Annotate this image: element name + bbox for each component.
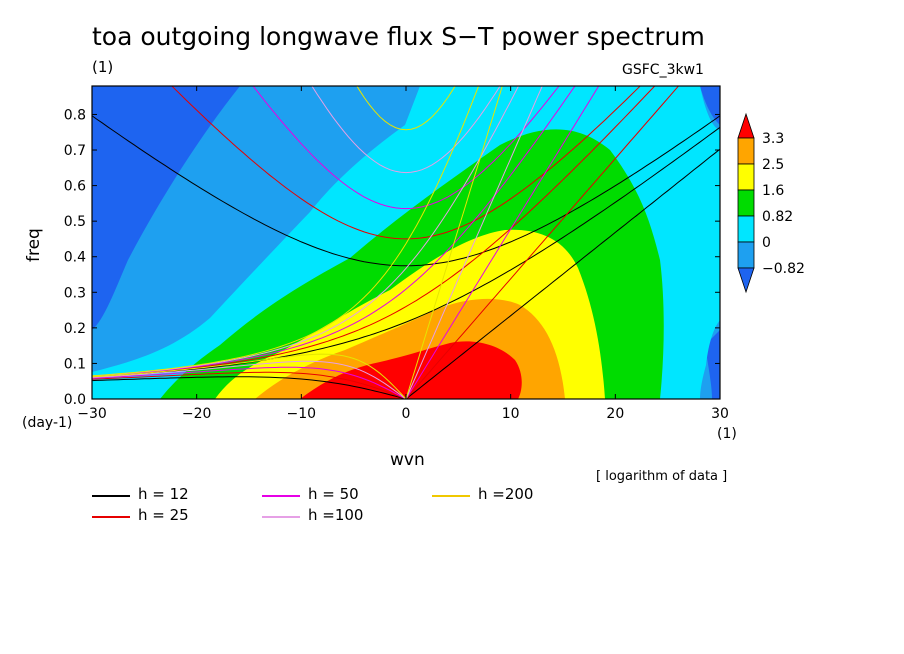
colorbar-segment xyxy=(737,215,755,243)
y-tick-label: 0.6 xyxy=(64,179,86,195)
contour-level-0 xyxy=(700,86,720,125)
axis-layer: −30 −20 −10 0 10 20 30 0.0 0.1 0.2 0.3 0.4 0.5 0.6 0.7… xyxy=(64,86,729,422)
dispersion-curve-mrg-h100 xyxy=(92,86,520,377)
colorbar: 3.3 2.5 1.6 0.82 0 −0.82 xyxy=(737,112,805,294)
contour-level-6 xyxy=(300,341,522,399)
dispersion-curve-mrg-h12 xyxy=(92,126,720,378)
dispersion-curve-rossby-h12 xyxy=(92,376,407,399)
x-tick-label: 20 xyxy=(606,406,624,422)
dispersion-curve-rossby-h50 xyxy=(92,366,407,399)
dispersion-curve-mrg-h200 xyxy=(92,86,480,377)
legend-item-h12: h = 12 xyxy=(92,485,232,505)
dispersion-curve-inertia-gravity-h50 xyxy=(252,86,560,210)
x-tick-label: −20 xyxy=(182,406,212,422)
dispersion-curve-mrg-h50 xyxy=(92,86,576,377)
dispersion-curve-kelvin-h12 xyxy=(405,148,720,399)
chart-subtitle-right: GSFC_3kw1 xyxy=(622,62,704,78)
chart-subtitle-left: (1) xyxy=(92,58,114,76)
x-tick-label: 0 xyxy=(402,406,411,422)
chart-title: toa outgoing longwave flux S−T power spe… xyxy=(92,22,705,51)
dispersion-curve-inertia-gravity-h12 xyxy=(92,115,720,267)
dispersion-curve-layer xyxy=(92,86,720,399)
dispersion-curve-inertia-gravity-h100 xyxy=(311,86,501,174)
y-tick-label: 0.7 xyxy=(64,143,86,159)
dispersion-curve-kelvin-h50 xyxy=(405,86,600,399)
dispersion-curve-rossby-h200 xyxy=(92,353,407,399)
y-tick-label: 0.0 xyxy=(64,392,86,408)
colorbar-label: 0.82 xyxy=(762,209,793,225)
colorbar-label: 3.3 xyxy=(762,131,784,147)
legend-label: h = 50 xyxy=(308,485,359,503)
legend-item-h100: h =100 xyxy=(262,506,402,526)
data-note: [ logarithm of data ] xyxy=(596,469,728,484)
y-tick-label: 0.2 xyxy=(64,321,86,337)
dispersion-curve-kelvin-h200 xyxy=(405,86,503,399)
dispersion-curve-rossby-h25 xyxy=(92,371,407,399)
contour-fill-layer xyxy=(92,86,720,399)
legend-swatch xyxy=(432,495,470,497)
legend-label: h = 12 xyxy=(138,485,189,503)
y-tick-label: 0.3 xyxy=(64,285,86,301)
y-tick-label: 0.5 xyxy=(64,214,86,230)
y-tick-label: 0.1 xyxy=(64,356,86,372)
x-axis-label: wvn xyxy=(390,450,425,470)
legend-item-h50: h = 50 xyxy=(262,485,402,505)
colorbar-segment xyxy=(737,189,755,217)
colorbar-label: 0 xyxy=(762,235,771,251)
dispersion-curve-inertia-gravity-h25 xyxy=(171,86,641,240)
colorbar-label: 1.6 xyxy=(762,183,784,199)
dispersion-curve-inertia-gravity-h200 xyxy=(356,86,456,131)
colorbar-segment xyxy=(737,137,755,165)
x-tick-label: 10 xyxy=(502,406,520,422)
dispersion-curve-rossby-h100 xyxy=(92,360,407,399)
dispersion-curve-kelvin-h25 xyxy=(405,86,680,399)
dispersion-curve-mrg-h25 xyxy=(92,86,656,378)
colorbar-arrow-top xyxy=(737,112,755,139)
y-axis-label: freq xyxy=(24,228,44,262)
legend-label: h = 25 xyxy=(138,506,189,524)
y-tick-label: 0.8 xyxy=(64,107,86,123)
colorbar-label: 2.5 xyxy=(762,157,784,173)
legend-swatch xyxy=(92,495,130,497)
legend-label: h =100 xyxy=(308,506,364,524)
legend-label: h =200 xyxy=(478,485,534,503)
colorbar-label: −0.82 xyxy=(762,261,805,277)
legend-item-h25: h = 25 xyxy=(92,506,232,526)
y-unit-label: (day-1) xyxy=(22,415,73,431)
x-tick-label: 30 xyxy=(711,406,729,422)
legend-swatch xyxy=(262,495,300,497)
colorbar-segment xyxy=(737,163,755,191)
legend-item-h200: h =200 xyxy=(432,485,572,505)
legend-swatch xyxy=(262,516,300,518)
x-unit-label: (1) xyxy=(717,426,737,442)
colorbar-segment xyxy=(737,241,755,269)
contour-level-0 xyxy=(92,86,240,330)
x-tick-label: −10 xyxy=(287,406,317,422)
colorbar-arrow-bottom xyxy=(737,267,755,294)
legend-swatch xyxy=(92,516,130,518)
y-tick-label: 0.4 xyxy=(64,250,86,266)
x-tick-label: −30 xyxy=(77,406,107,422)
dispersion-curve-kelvin-h100 xyxy=(405,86,543,399)
